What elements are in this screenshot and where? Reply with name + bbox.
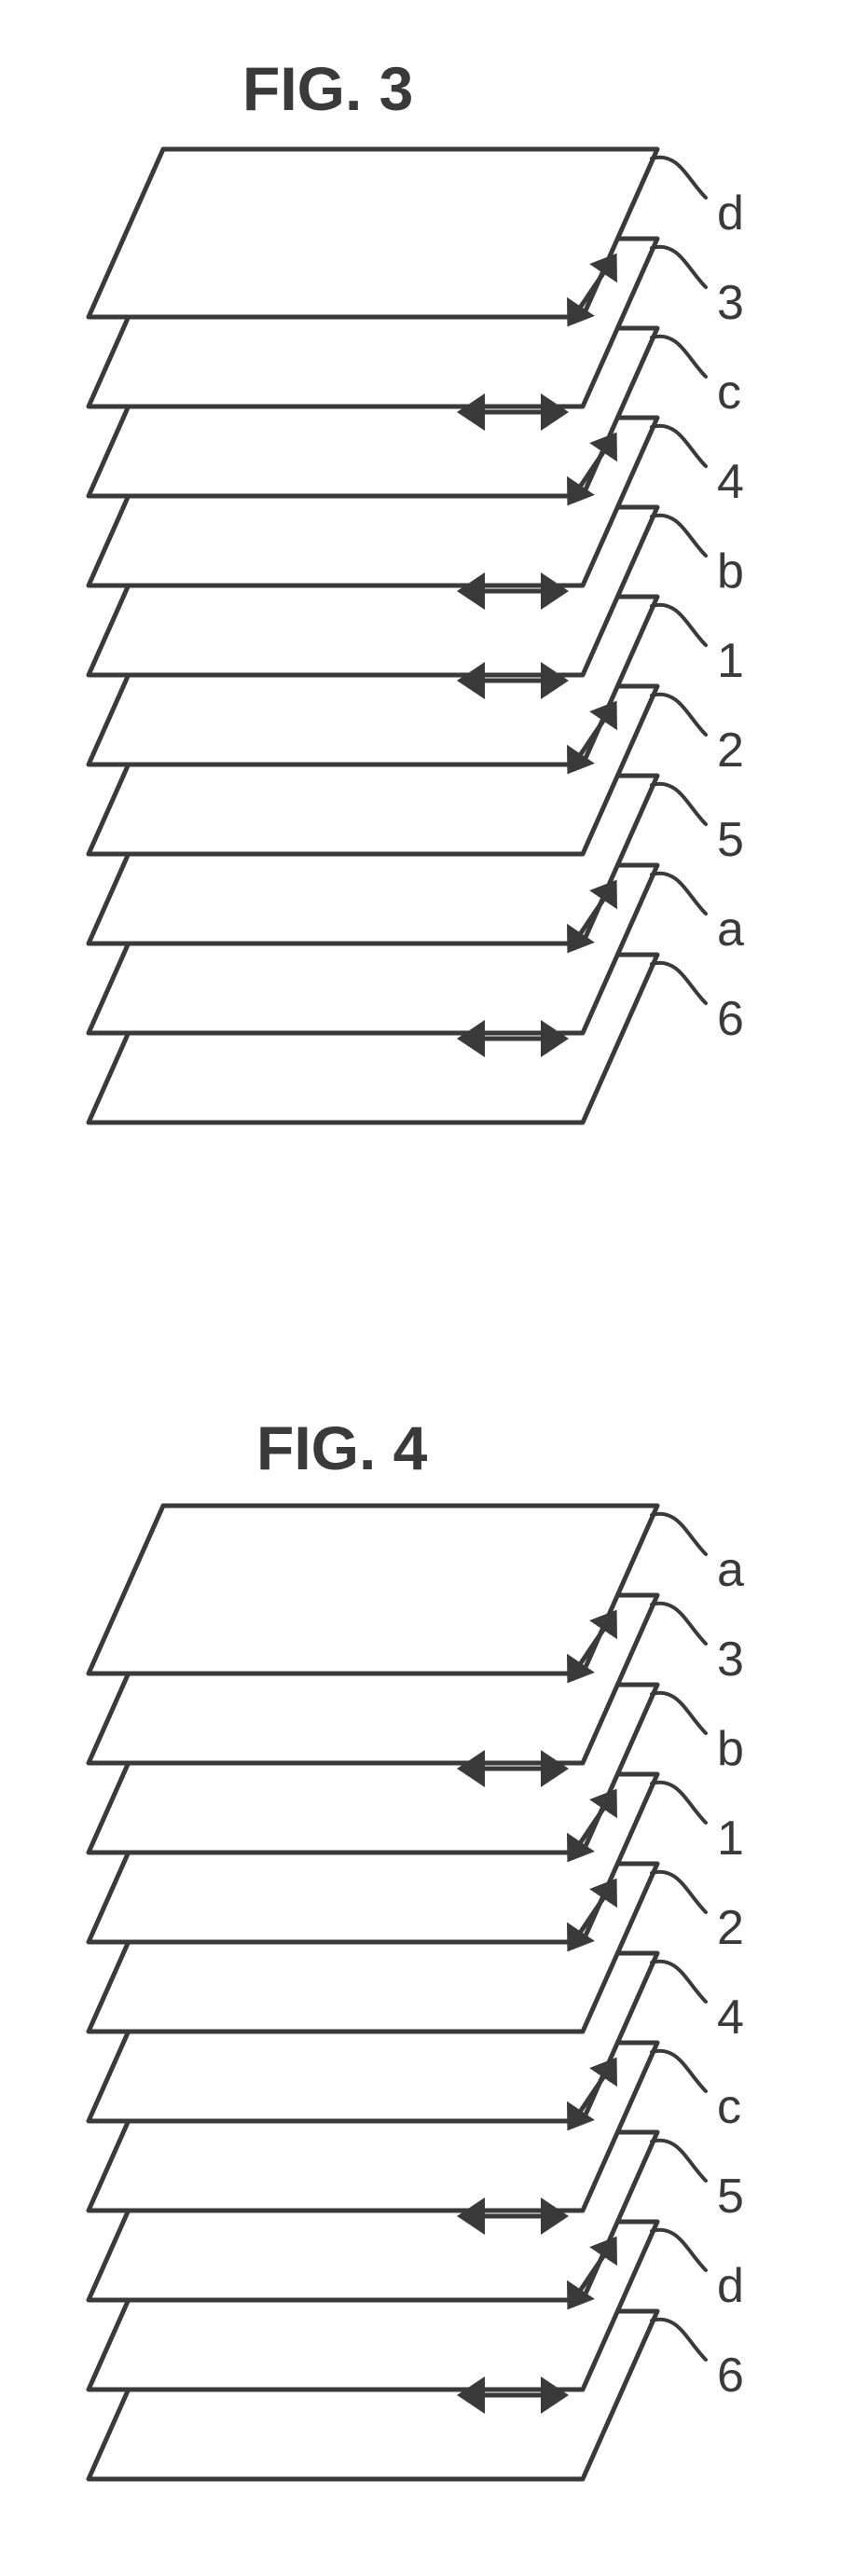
- figure-title: FIG. 4: [256, 1413, 428, 1482]
- layer-label: 1: [717, 1811, 744, 1866]
- layer-label: 6: [717, 2349, 744, 2403]
- layer-label: 4: [717, 455, 744, 509]
- layer-plane: [89, 1506, 657, 1674]
- leader-line: [652, 1872, 706, 1912]
- layer-label: 5: [717, 813, 744, 867]
- layer-label: b: [717, 544, 744, 599]
- layer-label: d: [717, 2259, 744, 2313]
- leader-line: [652, 2051, 706, 2091]
- leader-line: [652, 158, 706, 198]
- layer-label: 1: [717, 634, 744, 688]
- leader-line: [652, 1783, 706, 1823]
- leader-line: [652, 1693, 706, 1733]
- layer-label: 4: [717, 1991, 744, 2045]
- leader-line: [652, 2141, 706, 2181]
- leader-line: [652, 1962, 706, 2002]
- layer-label: a: [717, 1543, 744, 1597]
- leader-line: [652, 1514, 706, 1554]
- layer-label: 5: [717, 2170, 744, 2224]
- layer-label: c: [717, 365, 741, 420]
- layer-plane: [89, 149, 657, 317]
- leader-line: [652, 247, 706, 287]
- layer-label: a: [717, 902, 744, 957]
- diagram-canvas: FIG. 3 FIG. 4 d 3 c 4 b 1 2 5 a 6 a 3 b 1 2 4 c 5 d 6: [0, 0, 841, 2576]
- leader-line: [652, 426, 706, 466]
- layer-label: 2: [717, 1901, 744, 1955]
- leader-line: [652, 963, 706, 1003]
- layer-label: 3: [717, 276, 744, 330]
- leader-line: [652, 605, 706, 645]
- layer-label: 2: [717, 723, 744, 778]
- layer-label: 6: [717, 992, 744, 1046]
- layer-label: c: [717, 2080, 741, 2134]
- layer-label: b: [717, 1722, 744, 1776]
- layer-label: d: [717, 186, 744, 241]
- leader-line: [652, 337, 706, 377]
- leader-line: [652, 2230, 706, 2270]
- leader-line: [652, 784, 706, 824]
- leader-line: [652, 516, 706, 556]
- layer-label: 3: [717, 1632, 744, 1687]
- leader-line: [652, 874, 706, 914]
- leader-line: [652, 1604, 706, 1644]
- leader-line: [652, 2320, 706, 2360]
- leader-line: [652, 695, 706, 735]
- figure-title: FIG. 3: [242, 54, 413, 123]
